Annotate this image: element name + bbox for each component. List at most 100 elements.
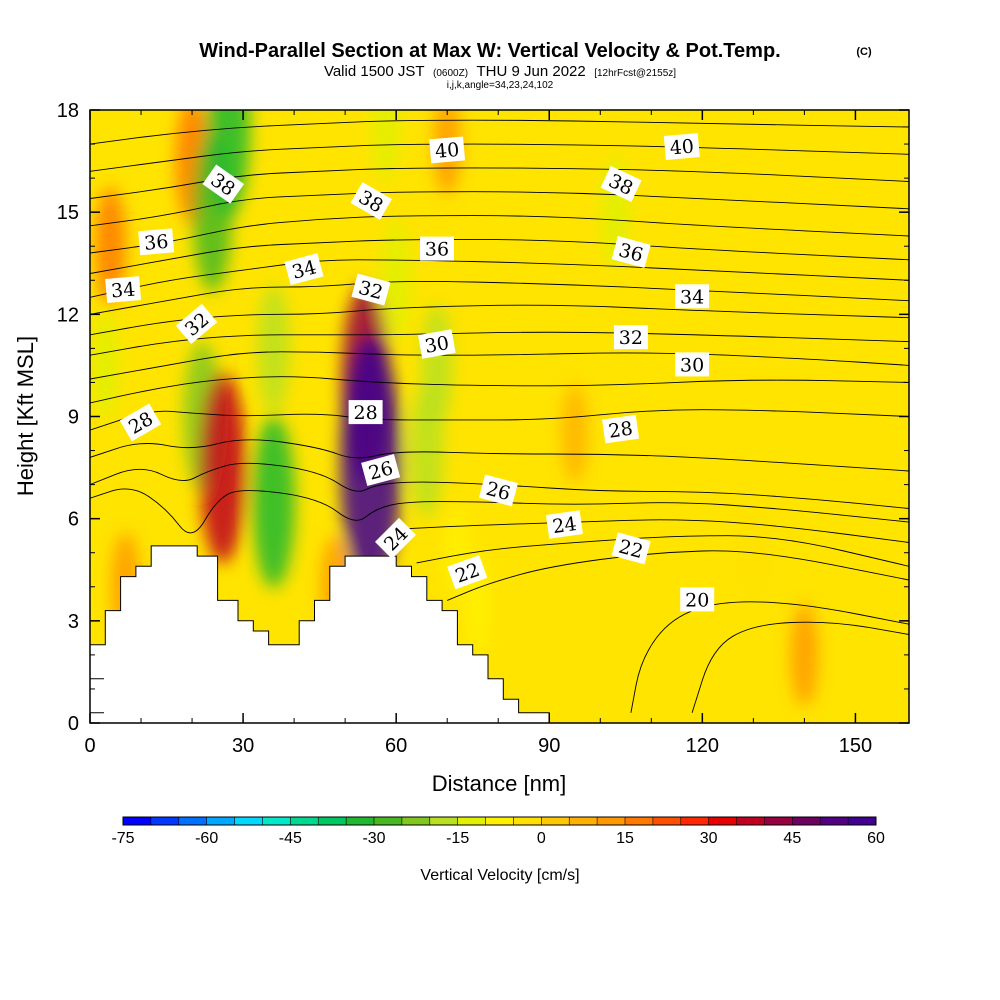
colorbar-tick-label: 0 bbox=[537, 830, 546, 847]
terrain-profile bbox=[90, 545, 550, 723]
contour-label-16: 28 bbox=[119, 403, 162, 442]
colorbar-swatch bbox=[290, 817, 319, 825]
contour-label-box bbox=[611, 236, 651, 269]
y-tick-label: 18 bbox=[57, 100, 79, 122]
subtitle-date: THU 9 Jun 2022 bbox=[477, 63, 586, 80]
contour-label-18: 28 bbox=[602, 414, 640, 444]
isentrope-34 bbox=[90, 259, 909, 298]
contour-label-8: 34 bbox=[105, 276, 142, 303]
contour-label-box bbox=[105, 276, 142, 303]
x-tick-label: 150 bbox=[839, 735, 872, 757]
velocity-core-12 bbox=[380, 221, 412, 340]
isentrope-28 bbox=[90, 409, 909, 431]
colorbar-swatch bbox=[234, 817, 263, 825]
colorbar-swatch bbox=[597, 817, 626, 825]
contour-label-box bbox=[119, 403, 162, 442]
contour-label-text: 30 bbox=[680, 354, 704, 376]
contour-label-text: 24 bbox=[551, 513, 578, 538]
velocity-core-3 bbox=[790, 603, 818, 706]
velocity-core-2 bbox=[561, 384, 588, 483]
colorbar-swatch bbox=[346, 817, 375, 825]
contour-label-13: 32 bbox=[613, 325, 648, 350]
colorbar-swatch bbox=[485, 817, 514, 825]
colorbar-tick-label: -75 bbox=[111, 830, 134, 847]
isentrope-25 bbox=[90, 488, 909, 534]
isentrope-22 bbox=[447, 550, 909, 601]
isentrope-40 bbox=[90, 119, 909, 145]
contour-label-1: 40 bbox=[663, 133, 700, 160]
velocity-core-9 bbox=[371, 110, 401, 182]
contour-label-10: 34 bbox=[675, 284, 710, 309]
contour-label-box bbox=[138, 228, 175, 256]
colorbar: -75 -60 -45 -30 -15 0 15 30 45 60 bbox=[111, 816, 885, 847]
contour-label-box bbox=[611, 532, 651, 565]
contour-label-box bbox=[680, 587, 715, 612]
contour-label-box bbox=[429, 136, 466, 164]
isentrope-26 bbox=[90, 462, 909, 509]
x-tick-label: 0 bbox=[84, 735, 95, 757]
colorbar-swatch bbox=[736, 817, 765, 825]
colorbar-tick-label: -45 bbox=[279, 830, 302, 847]
colorbar-swatch bbox=[708, 817, 737, 825]
isentrope-21 bbox=[691, 621, 909, 713]
velocity-core-15 bbox=[257, 284, 291, 413]
contour-label-text: 32 bbox=[619, 327, 643, 349]
velocity-core-11 bbox=[95, 187, 126, 306]
subtitle-indices: i,j,k,angle=34,23,24,102 bbox=[447, 80, 554, 91]
colorbar-swatch bbox=[318, 817, 347, 825]
colorbar-swatch bbox=[457, 817, 486, 825]
colorbar-tick-label: 60 bbox=[867, 830, 885, 847]
colorbar-swatch bbox=[820, 817, 849, 825]
velocity-core-21 bbox=[199, 371, 246, 564]
y-tick-label: 6 bbox=[68, 509, 79, 531]
isentrope-39 bbox=[90, 143, 909, 172]
contour-label-box bbox=[175, 303, 218, 344]
contour-label-text: 28 bbox=[607, 418, 634, 443]
contour-label-box bbox=[351, 273, 391, 306]
colorbar-tick-label: -15 bbox=[446, 830, 469, 847]
colorbar-swatch bbox=[429, 817, 459, 825]
chart-title: Wind-Parallel Section at Max W: Vertical… bbox=[199, 40, 780, 62]
copyright-mark: (C) bbox=[856, 46, 872, 58]
contour-label-box bbox=[447, 555, 488, 590]
contour-label-0: 40 bbox=[429, 136, 466, 164]
contour-label-text: 28 bbox=[354, 402, 378, 424]
y-tick-label: 12 bbox=[57, 304, 79, 326]
x-tick-label: 30 bbox=[232, 735, 254, 757]
isentrope-23 bbox=[416, 535, 909, 567]
isentrope-27 bbox=[90, 439, 909, 472]
colorbar-swatch bbox=[262, 817, 291, 825]
contour-label-box bbox=[374, 517, 416, 559]
contour-label-box bbox=[284, 253, 324, 286]
contour-label-box bbox=[418, 329, 456, 359]
chart-subtitle: Valid 1500 JST (0600Z) THU 9 Jun 2022 [1… bbox=[324, 63, 676, 91]
subtitle-forecast: [12hrFcst@2155z] bbox=[594, 68, 676, 79]
colorbar-swatch bbox=[652, 817, 682, 825]
x-tick-label: 90 bbox=[538, 735, 560, 757]
contour-label-22: 24 bbox=[545, 510, 583, 539]
isentrope-20 bbox=[630, 601, 909, 713]
colorbar-swatch bbox=[513, 817, 542, 825]
contour-label-text: 40 bbox=[434, 139, 460, 163]
x-tick-label: 120 bbox=[686, 735, 719, 757]
svg-text:Valid 1500 JST (0600Z): Valid 1500 JST (0600Z) THU 9 Jun 2022 [1… bbox=[324, 63, 676, 80]
isentrope-24 bbox=[401, 519, 909, 543]
colorbar-frame bbox=[122, 816, 877, 826]
contour-label-15: 30 bbox=[675, 352, 710, 377]
colorbar-swatch bbox=[374, 817, 403, 825]
velocity-core-8 bbox=[91, 311, 120, 420]
subtitle-valid-time: Valid 1500 JST bbox=[324, 63, 425, 80]
colorbar-swatch bbox=[206, 817, 235, 825]
contour-label-box bbox=[420, 236, 454, 261]
y-axis-label: Height [Kft MSL] bbox=[13, 336, 38, 496]
colorbar-tick-label: -60 bbox=[195, 830, 218, 847]
x-axis: 0 30 60 90 120 150 bbox=[84, 110, 872, 757]
y-tick-label: 0 bbox=[68, 713, 79, 735]
isentrope-30 bbox=[90, 351, 909, 380]
contour-label-text: 40 bbox=[669, 135, 695, 159]
terrain-ticks bbox=[90, 678, 104, 714]
contour-label-box bbox=[663, 133, 700, 160]
contour-label-box bbox=[675, 284, 710, 309]
